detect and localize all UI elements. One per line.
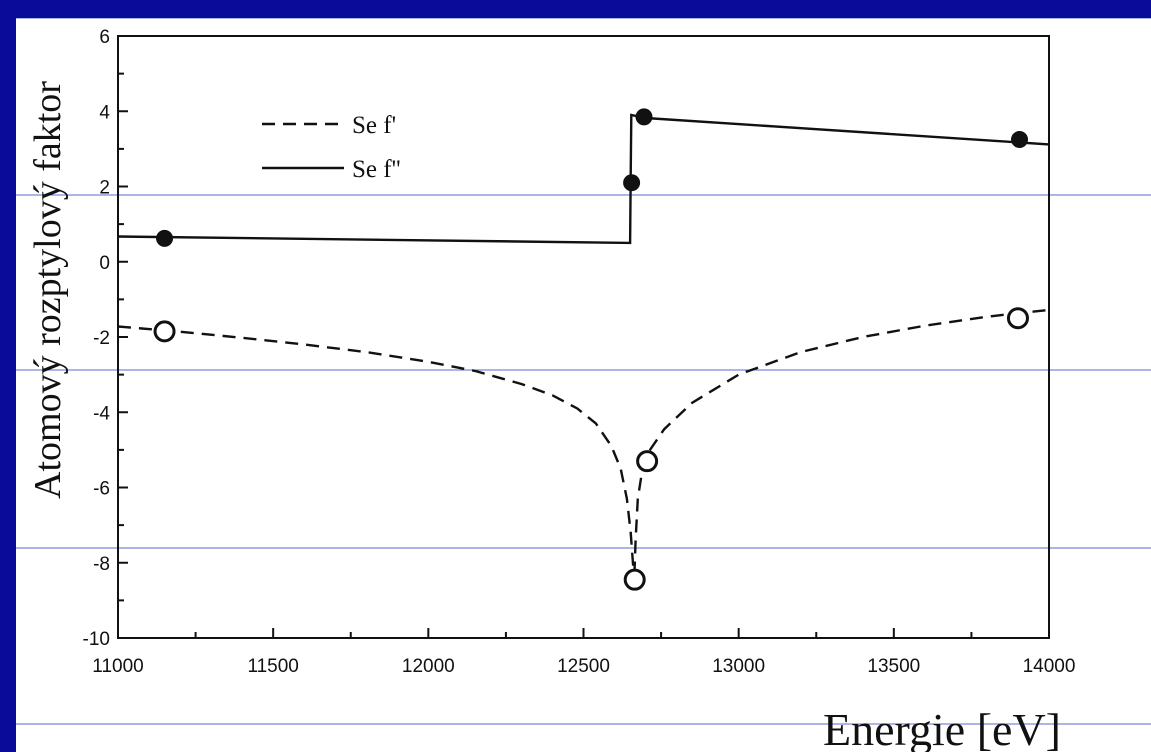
y-tick-label: -2 (93, 328, 110, 349)
y-tick-label: 4 (99, 102, 110, 123)
y-axis-title: Atomový rozptylový faktor (27, 81, 69, 499)
x-tick-label: 13500 (867, 656, 920, 677)
se-f-prime-point (636, 450, 659, 473)
x-tick-label: 12000 (402, 656, 455, 677)
legend-label: Se f'' (352, 156, 401, 183)
x-tick-label: 11000 (92, 656, 143, 677)
se-f-double-prime-line (117, 113, 1050, 245)
slide-guide-lines (16, 18, 1151, 725)
se-f-double-prime-point (1011, 130, 1029, 148)
legend: Se f' Se f'' (262, 112, 401, 183)
y-tick-label: -8 (93, 554, 110, 575)
x-tick-label: 13000 (712, 656, 765, 677)
y-axis: -10 -8 -6 -4 -2 0 2 4 6 (83, 27, 128, 650)
x-axis-title: Energie [eV] (823, 704, 1061, 752)
se-f-prime-point (623, 568, 646, 591)
x-tick-label: 12500 (557, 656, 610, 677)
y-tick-label: 0 (99, 253, 110, 274)
legend-label: Se f' (352, 112, 396, 139)
x-axis: 11000 11500 12000 12500 13000 13500 14000 (92, 628, 1075, 677)
series-layer (117, 108, 1050, 591)
y-tick-label: -6 (93, 479, 110, 500)
se-f-prime-line (117, 308, 1050, 575)
x-tick-label: 14000 (1023, 656, 1076, 677)
y-tick-label: -10 (83, 629, 110, 650)
se-f-prime-point (153, 320, 176, 343)
y-tick-label: 6 (99, 27, 110, 48)
se-f-prime-point (1006, 307, 1029, 330)
se-f-double-prime-point (635, 108, 653, 126)
plot-panel: 11000 11500 12000 12500 13000 13500 14000 -10-… (16, 18, 1151, 752)
x-tick-label: 11500 (247, 656, 298, 677)
se-f-double-prime-point (623, 174, 641, 192)
se-f-double-prime-point (156, 229, 174, 247)
y-tick-label: 2 (99, 178, 110, 199)
chart: 11000 11500 12000 12500 13000 13500 14000 -10-… (16, 18, 1151, 752)
y-tick-label: -4 (93, 403, 110, 424)
